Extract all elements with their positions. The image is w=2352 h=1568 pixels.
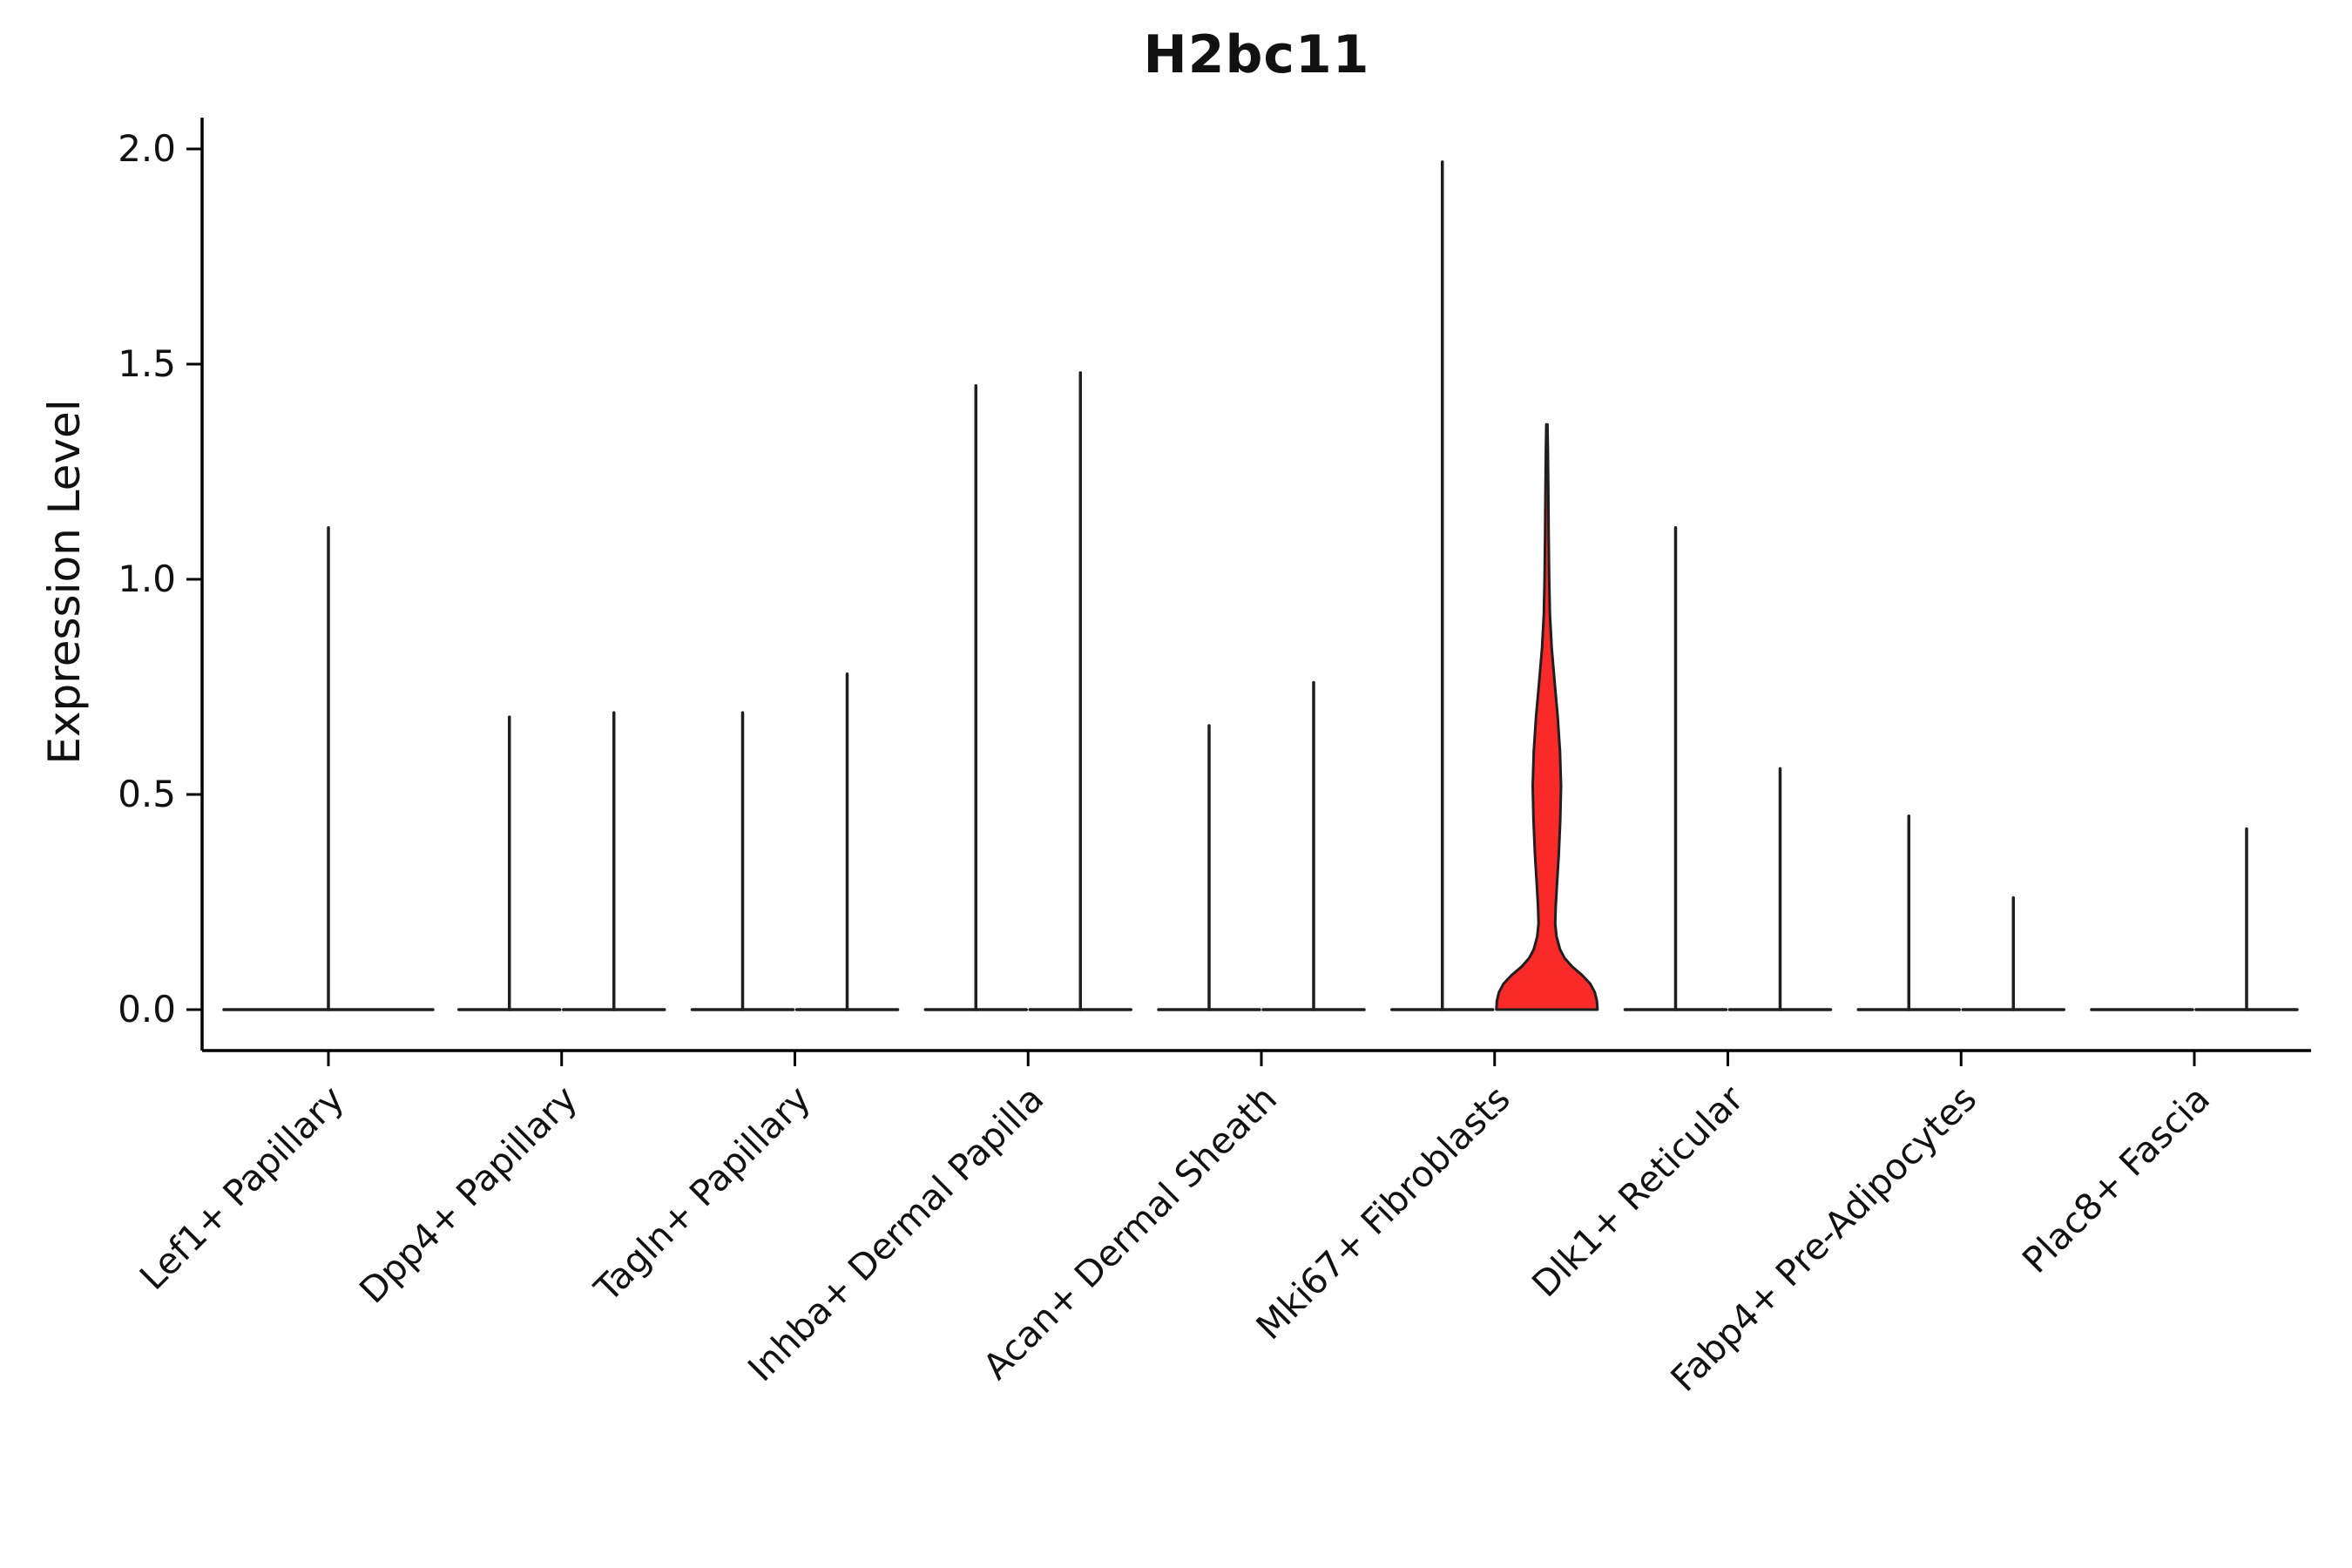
y-tick-label-2.0: 2.0 bbox=[118, 127, 176, 170]
y-tick-label-0.5: 0.5 bbox=[118, 773, 176, 815]
y-tick-label-1.5: 1.5 bbox=[118, 342, 176, 385]
y-tick-label-1.0: 1.0 bbox=[118, 558, 176, 600]
x-tick-label-mki67-fibroblasts: Mki67+ Fibroblasts bbox=[1248, 1078, 1518, 1348]
x-tick-label-dpp4-papillary: Dpp4+ Papillary bbox=[351, 1078, 585, 1311]
x-tick-label-lef1-papillary: Lef1+ Papillary bbox=[132, 1078, 352, 1298]
y-tick-label-0.0: 0.0 bbox=[118, 988, 176, 1031]
x-tick-label-plac8-fascia: Plac8+ Fascia bbox=[2014, 1078, 2218, 1281]
chart-title: H2bc11 bbox=[1143, 24, 1370, 85]
x-tick-label-dlk1-reticular: Dlk1+ Reticular bbox=[1524, 1078, 1751, 1305]
x-tick-label-tagln-papillary: Tagln+ Papillary bbox=[586, 1078, 819, 1310]
violin-mki67-fibroblasts-2 bbox=[1495, 422, 1599, 1011]
